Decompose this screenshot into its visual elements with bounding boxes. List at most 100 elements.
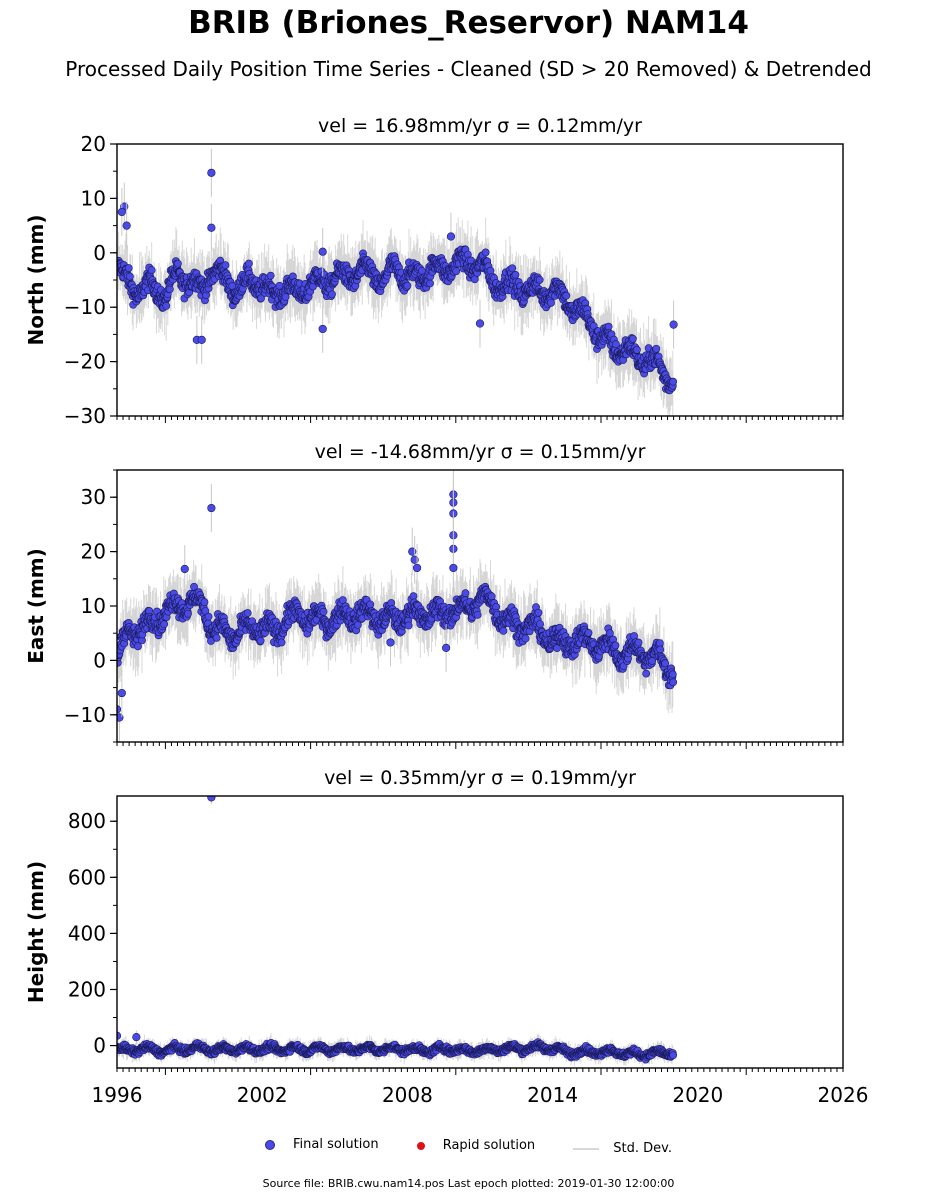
page-subtitle: Processed Daily Position Time Series - C… (65, 57, 872, 81)
final-solution-point (174, 259, 182, 268)
y-axis-label: East (mm) (24, 548, 48, 664)
final-solution-point (655, 639, 664, 648)
final-solution-point (244, 259, 253, 268)
outlier-point (318, 247, 327, 256)
final-solution-point (403, 281, 412, 290)
final-solution-point (535, 275, 544, 284)
final-solution-point (221, 261, 230, 270)
outlier-point (117, 688, 126, 698)
final-solution-point (536, 620, 544, 629)
final-solution-point (452, 267, 461, 276)
final-solution-point (353, 620, 362, 629)
final-solution-point (642, 669, 651, 678)
final-solution-point (243, 609, 252, 617)
time-series-chart: vel = 16.98mm/yr σ = 0.12mm/yr North (mm)… (24, 115, 868, 1107)
final-solution-point (511, 271, 520, 279)
outlier-point (207, 503, 216, 513)
final-solution-point (534, 608, 543, 617)
y-tick-label: −10 (64, 295, 106, 319)
final-solution-point (426, 279, 434, 288)
outlier-point (408, 547, 417, 556)
final-solution-point (319, 607, 328, 616)
panel-1: vel = 16.98mm/yr σ = 0.12mm/yr North (mm)… (24, 115, 844, 428)
final-solution-point (668, 670, 677, 679)
final-solution-point (266, 271, 275, 280)
final-solution-point (200, 598, 209, 607)
final-solution-point (134, 642, 142, 651)
final-solution-point (328, 290, 336, 299)
final-solution-point (612, 340, 620, 349)
final-solution-point (165, 285, 174, 294)
panel-title: vel = -14.68mm/yr σ = 0.15mm/yr (315, 441, 646, 463)
final-solution-point (628, 334, 637, 343)
panel-2: vel = -14.68mm/yr σ = 0.15mm/yr East (mm)… (24, 441, 844, 749)
final-solution-point (366, 600, 375, 609)
final-solution-point (404, 621, 413, 630)
final-solution-point (481, 248, 490, 257)
final-solution-point (162, 301, 171, 310)
panel-data (117, 796, 678, 1067)
outlier-point (117, 207, 126, 217)
outlier-point (475, 319, 485, 328)
final-solution-point (605, 629, 614, 638)
outlier-point (449, 563, 458, 573)
outlier-point (410, 555, 419, 564)
final-solution-point (508, 264, 517, 273)
final-solution-point (124, 264, 133, 272)
final-solution-point (499, 626, 508, 635)
final-solution-point (147, 266, 156, 274)
outlier-point (180, 564, 189, 574)
final-solution-point (204, 612, 213, 621)
y-tick-label: −30 (64, 404, 106, 428)
page-title: BRIB (Briones_Reservor) NAM14 (188, 5, 749, 41)
outlier-point (207, 168, 216, 177)
final-solution-point (184, 609, 192, 618)
final-solution-point (190, 582, 198, 591)
outlier-point (318, 324, 327, 334)
outlier-point (412, 563, 422, 573)
outlier-point (122, 221, 131, 230)
y-tick-label: 0 (93, 241, 106, 265)
y-tick-label: 20 (81, 540, 106, 564)
final-solution-point (160, 620, 169, 629)
y-tick-label: 10 (81, 594, 106, 618)
final-solution-point (277, 638, 286, 647)
panel-data (117, 148, 678, 416)
final-solution-point (212, 633, 221, 642)
outlier-point (446, 232, 456, 241)
y-tick-label: −20 (64, 350, 106, 374)
final-solution-point (562, 291, 571, 300)
final-solution-point (634, 638, 643, 647)
y-tick-label: −10 (64, 703, 106, 727)
final-solution-point (256, 636, 265, 645)
final-solution-point (661, 659, 670, 668)
outlier-point (386, 638, 395, 647)
final-solution-point (257, 294, 265, 303)
final-solution-point (521, 634, 530, 643)
panel-data (117, 470, 678, 742)
final-solution-point (461, 589, 470, 598)
final-solution-point (418, 266, 426, 275)
y-tick-label: 20 (81, 132, 106, 156)
y-tick-label: 10 (81, 186, 106, 210)
outlier-point (442, 643, 451, 652)
final-solution-point (656, 645, 665, 654)
final-solution-point (473, 610, 482, 619)
outlier-point (207, 223, 216, 232)
final-solution-point (547, 298, 555, 307)
outlier-point (117, 705, 122, 714)
panel-title: vel = 16.98mm/yr σ = 0.12mm/yr (318, 115, 642, 137)
y-tick-label: 0 (93, 648, 106, 672)
final-solution-point (584, 628, 593, 637)
outlier-point (197, 335, 206, 344)
final-solution-point (632, 345, 641, 354)
final-solution-point (281, 292, 290, 301)
final-solution-point (669, 678, 678, 687)
outlier-point (669, 320, 678, 329)
final-solution-point (589, 322, 598, 330)
final-solution-point (669, 377, 678, 386)
final-solution-point (652, 344, 661, 353)
final-solution-point (611, 641, 620, 650)
final-solution-point (126, 272, 134, 281)
